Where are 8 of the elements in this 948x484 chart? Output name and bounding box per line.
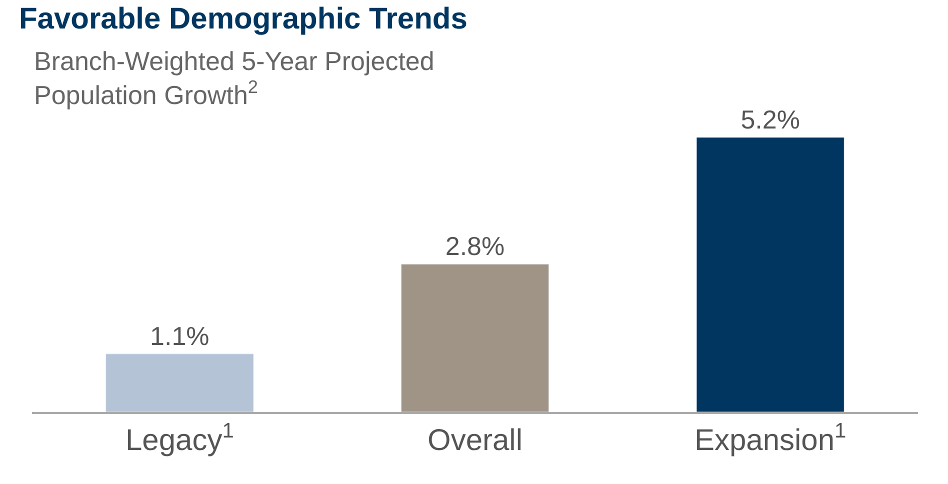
x-tick-label: Legacy$^{1}$ bbox=[125, 419, 234, 457]
data-label: 2.8% bbox=[445, 231, 505, 262]
data-label: 5.2% bbox=[740, 104, 800, 134]
chart-subtitle: Branch-Weighted 5-Year Projected Population Growth$^{2}$ bbox=[34, 46, 434, 110]
data-label: 1.1% bbox=[150, 320, 210, 351]
x-tick-label: Overall bbox=[427, 424, 523, 457]
chart-title: Favorable Demographic Trends bbox=[18, 2, 468, 36]
x-tick-label: Expansion$^{1}$ bbox=[694, 419, 846, 457]
